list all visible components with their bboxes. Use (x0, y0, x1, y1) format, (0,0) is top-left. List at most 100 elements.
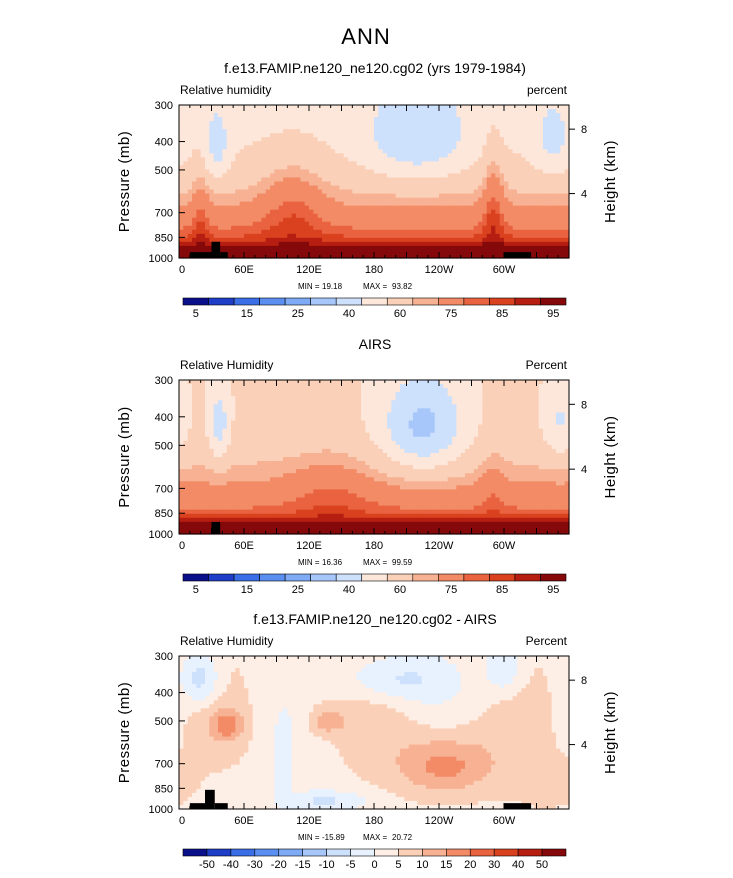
field-cell (543, 392, 548, 397)
field-cell (261, 408, 266, 413)
field-cell (274, 412, 279, 417)
field-cell (378, 234, 383, 239)
field-cell (404, 421, 409, 426)
field-cell (383, 149, 388, 154)
field-cell (469, 202, 474, 207)
field-cell (495, 173, 500, 178)
field-cell (196, 149, 201, 154)
field-cell (188, 400, 193, 405)
field-cell (305, 246, 310, 251)
field-cell (361, 238, 366, 243)
field-cell (443, 121, 448, 126)
field-cell (196, 206, 201, 211)
field-cell (469, 230, 474, 235)
field-cell (435, 165, 440, 170)
field-cell (188, 149, 193, 154)
field-cell (513, 412, 518, 417)
field-cell (378, 404, 383, 409)
field-cell (417, 182, 422, 187)
field-cell (253, 177, 258, 182)
field-cell (378, 388, 383, 393)
field-cell (253, 133, 258, 138)
field-cell (196, 416, 201, 421)
field-cell (344, 429, 349, 434)
field-cell (296, 165, 301, 170)
field-cell (287, 388, 292, 393)
field-cell (287, 404, 292, 409)
field-cell (487, 194, 492, 199)
field-cell (365, 169, 370, 174)
field-cell (556, 169, 561, 174)
field-cell (452, 145, 457, 150)
field-cell (361, 400, 366, 405)
field-cell (205, 149, 210, 154)
field-cell (534, 226, 539, 231)
field-cell (188, 157, 193, 162)
field-cell (439, 105, 444, 110)
field-cell (322, 177, 327, 182)
field-cell (383, 210, 388, 215)
field-cell (517, 169, 522, 174)
field-cell (201, 182, 206, 187)
field-cell (383, 441, 388, 446)
field-cell (292, 129, 297, 134)
field-cell (222, 400, 227, 405)
field-cell (313, 234, 318, 239)
field-cell (539, 182, 544, 187)
field-cell (439, 165, 444, 170)
field-cell (456, 437, 461, 442)
field-cell (413, 416, 418, 421)
field-cell (500, 238, 505, 243)
panel-right-label: Percent (526, 358, 568, 372)
field-cell (357, 165, 362, 170)
field-cell (560, 404, 565, 409)
field-cell (387, 388, 392, 393)
field-cell (448, 218, 453, 223)
field-cell (474, 194, 479, 199)
field-cell (188, 190, 193, 195)
field-cell (521, 404, 526, 409)
field-cell (556, 416, 561, 421)
field-cell (261, 182, 266, 187)
field-cell (495, 238, 500, 243)
field-cell (222, 429, 227, 434)
field-cell (430, 145, 435, 150)
field-cell (452, 113, 457, 118)
field-cell (361, 121, 366, 126)
field-cell (387, 238, 392, 243)
field-cell (296, 421, 301, 426)
field-cell (560, 210, 565, 215)
field-cell (331, 129, 336, 134)
field-cell (443, 250, 448, 255)
field-cell (218, 173, 223, 178)
field-cell (318, 437, 323, 442)
field-cell (500, 169, 505, 174)
field-cell (526, 429, 531, 434)
field-cell (248, 230, 253, 235)
field-cell (422, 437, 427, 442)
field-cell (296, 173, 301, 178)
field-cell (283, 416, 288, 421)
field-cell (348, 133, 353, 138)
field-cell (409, 396, 414, 401)
field-cell (196, 186, 201, 191)
field-cell (383, 125, 388, 130)
field-cell (196, 429, 201, 434)
field-cell (504, 242, 509, 247)
field-cell (409, 161, 414, 166)
field-cell (426, 182, 431, 187)
field-cell (413, 400, 418, 405)
field-cell (335, 125, 340, 130)
field-cell (335, 429, 340, 434)
field-cell (331, 121, 336, 126)
field-cell (370, 145, 375, 150)
field-cell (296, 392, 301, 397)
field-cell (326, 396, 331, 401)
field-cell (413, 246, 418, 251)
field-cell (370, 157, 375, 162)
field-cell (292, 133, 297, 138)
field-cell (526, 437, 531, 442)
field-cell (482, 380, 487, 385)
field-cell (357, 226, 362, 231)
field-cell (231, 384, 236, 389)
